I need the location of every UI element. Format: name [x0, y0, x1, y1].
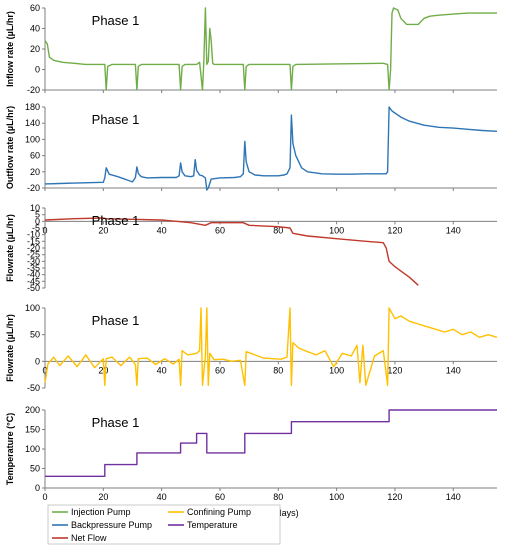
- y-tick-label: -20: [27, 183, 40, 193]
- y-tick-label: 20: [30, 44, 40, 54]
- y-tick-label: -50: [27, 283, 40, 293]
- x-tick-label: 80: [273, 365, 283, 375]
- x-tick-label: 40: [157, 492, 167, 502]
- y-tick-label: 200: [25, 405, 40, 415]
- y-tick-label: -30: [27, 256, 40, 266]
- y-tick-label: -15: [27, 236, 40, 246]
- y-axis-title: Flowrate (µL/hr): [5, 314, 15, 382]
- y-tick-label: -10: [27, 230, 40, 240]
- phase-annotation: Phase 1: [92, 213, 140, 228]
- x-tick-label: 100: [329, 492, 344, 502]
- y-tick-label: -5: [32, 223, 40, 233]
- series-line: [44, 106, 498, 191]
- phase-annotation: Phase 1: [92, 313, 140, 328]
- x-tick-label: 0: [42, 365, 47, 375]
- x-tick-label: 40: [157, 365, 167, 375]
- y-tick-label: 180: [25, 102, 40, 112]
- x-tick-label: 140: [446, 225, 461, 235]
- y-tick-label: 0: [35, 216, 40, 226]
- legend-label: Confining Pump: [187, 507, 251, 517]
- y-tick-label: 0: [35, 483, 40, 493]
- y-tick-label: -20: [27, 243, 40, 253]
- y-tick-label: 100: [25, 444, 40, 454]
- y-tick-label: 50: [30, 330, 40, 340]
- legend-label: Temperature: [187, 520, 238, 530]
- x-tick-label: 60: [215, 225, 225, 235]
- y-tick-label: -40: [27, 270, 40, 280]
- y-tick-label: 20: [30, 167, 40, 177]
- phase-annotation: Phase 1: [92, 112, 140, 127]
- y-axis-title: Inflow rate (µL/hr): [5, 11, 15, 87]
- y-axis-title: Outflow rate (µL/hr): [5, 106, 15, 189]
- phase-annotation: Phase 1: [92, 415, 140, 430]
- series-line: [44, 217, 419, 286]
- x-tick-label: 0: [42, 492, 47, 502]
- legend-label: Net Flow: [71, 533, 107, 543]
- y-tick-label: 0: [35, 356, 40, 366]
- y-tick-label: -25: [27, 250, 40, 260]
- panel-1: -20 0 20 40 60 Inflow rate (µL/hr) Phase 1: [5, 3, 497, 95]
- y-axis-title: Flowrate (µL/hr): [5, 214, 15, 282]
- series-line: [45, 409, 497, 477]
- x-tick-label: 120: [387, 365, 402, 375]
- y-tick-label: 10: [30, 203, 40, 213]
- legend-label: Backpressure Pump: [71, 520, 152, 530]
- x-tick-label: 140: [446, 365, 461, 375]
- x-tick-label: 40: [157, 225, 167, 235]
- x-tick-label: 20: [98, 225, 108, 235]
- x-tick-label: 20: [98, 492, 108, 502]
- x-tick-label: 60: [215, 492, 225, 502]
- x-tick-label: 0: [42, 225, 47, 235]
- y-tick-label: 100: [25, 134, 40, 144]
- y-tick-label: -20: [27, 85, 40, 95]
- x-tick-label: 60: [215, 365, 225, 375]
- legend-box: [47, 504, 281, 545]
- x-tick-label: 100: [329, 225, 344, 235]
- y-tick-label: 140: [25, 118, 40, 128]
- y-tick-label: 40: [30, 24, 40, 34]
- y-tick-label: 60: [30, 151, 40, 161]
- y-tick-label: -35: [27, 263, 40, 273]
- phase-annotation: Phase 1: [92, 13, 140, 28]
- y-tick-label: 0: [35, 65, 40, 75]
- y-tick-label: 150: [25, 425, 40, 435]
- x-tick-label: 120: [387, 492, 402, 502]
- x-tick-label: 80: [273, 492, 283, 502]
- y-tick-label: 5: [35, 210, 40, 220]
- series-line: [44, 7, 497, 91]
- x-tick-label: 120: [387, 225, 402, 235]
- x-tick-label: 140: [446, 492, 461, 502]
- series-line: [44, 307, 498, 386]
- y-tick-label: -50: [27, 383, 40, 393]
- x-tick-label: 100: [329, 365, 344, 375]
- y-axis-title: Temperature (°C): [5, 413, 15, 485]
- y-tick-label: -45: [27, 276, 40, 286]
- panel-5: 0 50 100 150 200 0 20 40 60 80 100 120 140 Temperatur…: [5, 405, 497, 502]
- y-tick-label: 50: [30, 464, 40, 474]
- y-tick-label: 100: [25, 303, 40, 313]
- x-tick-label: 80: [273, 225, 283, 235]
- legend: Injection Pump Confining Pump Backpressure…: [47, 504, 281, 545]
- y-tick-label: 60: [30, 3, 40, 13]
- panel-2: -20 20 60 100 140 180 Outflow rate (µL/hr) Phas…: [5, 102, 498, 193]
- legend-label: Injection Pump: [71, 507, 131, 517]
